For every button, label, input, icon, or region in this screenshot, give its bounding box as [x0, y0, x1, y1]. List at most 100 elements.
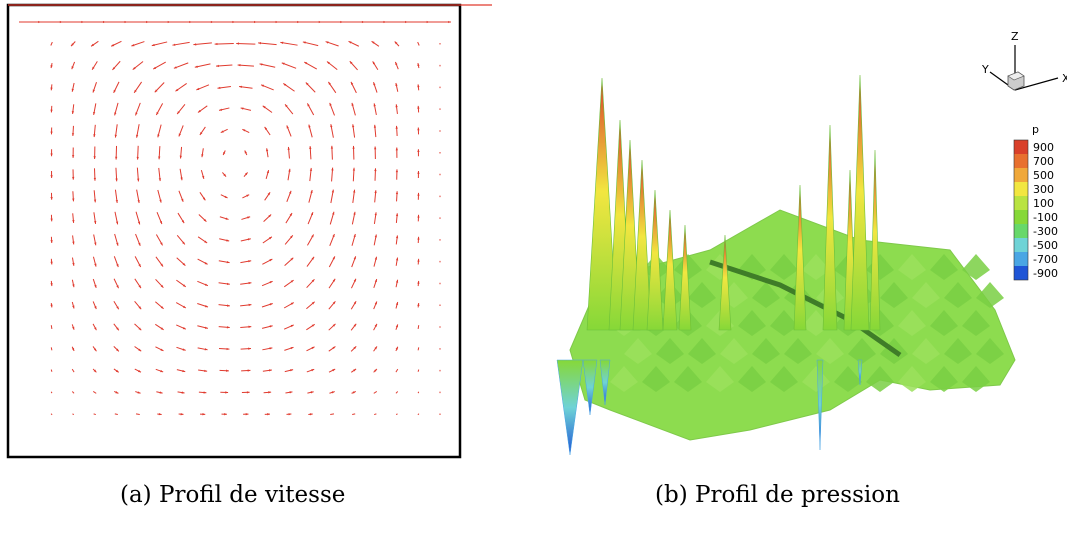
velocity-arrowhead: [181, 199, 183, 202]
velocity-arrowhead: [246, 413, 249, 415]
pressure-surface: [557, 75, 1015, 455]
velocity-arrowhead: [183, 348, 186, 350]
velocity-arrowhead: [72, 177, 74, 180]
velocity-arrowhead: [215, 43, 218, 45]
velocity-vector: [72, 414, 73, 415]
velocity-arrowhead: [248, 369, 251, 371]
velocity-vector: [396, 414, 397, 415]
legend-swatch: [1014, 182, 1028, 196]
legend-swatch: [1014, 154, 1028, 168]
velocity-profile-panel: [0, 0, 500, 470]
velocity-arrowhead: [205, 284, 208, 286]
velocity-arrowhead: [396, 169, 398, 172]
axis-x-label: X: [1062, 72, 1067, 85]
velocity-vector: [94, 414, 96, 415]
velocity-arrowhead: [225, 391, 228, 393]
velocity-arrowhead: [396, 148, 398, 151]
legend-label: -100: [1033, 211, 1058, 224]
velocity-vector: [418, 325, 419, 329]
velocity-arrowhead: [331, 146, 333, 149]
velocity-arrowhead: [202, 176, 204, 179]
velocity-arrowhead: [202, 413, 205, 415]
velocity-arrowhead: [332, 234, 334, 237]
pressure-profile-panel: Z Y X p 900 700 500 300 100 -100 -300 -500 -700-…: [530, 0, 1067, 470]
velocity-arrowhead: [326, 41, 329, 43]
velocity-vector: [51, 414, 52, 415]
velocity-arrowhead: [205, 305, 208, 307]
legend-swatch: [1014, 140, 1028, 154]
velocity-arrowhead: [181, 413, 184, 415]
velocity-arrowhead: [352, 103, 354, 106]
velocity-arrowhead: [158, 156, 160, 159]
legend-label: -900: [1033, 267, 1058, 280]
pressure-peak: [851, 75, 869, 330]
velocity-arrowhead: [115, 178, 117, 181]
vector-arrows: [19, 21, 451, 436]
velocity-arrowhead: [50, 240, 52, 243]
cavity-frame: [8, 5, 460, 457]
velocity-arrowhead: [138, 221, 140, 224]
velocity-arrowhead: [282, 63, 285, 65]
velocity-arrowhead: [135, 112, 137, 115]
velocity-arrowhead: [270, 303, 273, 305]
velocity-arrowhead: [179, 133, 181, 136]
velocity-arrowhead: [160, 221, 162, 224]
velocity-arrowhead: [114, 112, 116, 115]
velocity-arrowhead: [50, 110, 52, 113]
velocity-arrowhead: [396, 126, 398, 129]
velocity-arrowhead: [72, 155, 74, 158]
velocity-arrowhead: [227, 348, 230, 350]
legend-swatch: [1014, 238, 1028, 252]
velocity-vector: [418, 392, 419, 393]
velocity-arrowhead: [261, 85, 264, 87]
velocity-arrowhead: [396, 191, 398, 194]
velocity-arrowhead: [330, 103, 332, 106]
legend-label: -500: [1033, 239, 1058, 252]
pressure-valley: [557, 360, 583, 455]
velocity-vector: [374, 391, 377, 393]
velocity-arrowhead: [50, 262, 52, 265]
velocity-arrowhead: [116, 264, 118, 267]
velocity-vector: [396, 369, 398, 372]
velocity-vector: [51, 325, 52, 329]
caption-pressure: (b) Profil de pression: [655, 482, 900, 508]
velocity-arrowhead: [160, 370, 163, 372]
velocity-vector-field: [0, 0, 500, 470]
velocity-vector: [418, 414, 419, 415]
velocity-arrowhead: [137, 179, 139, 182]
velocity-arrowhead: [50, 219, 52, 222]
legend-label: -700: [1033, 253, 1058, 266]
legend-swatch: [1014, 210, 1028, 224]
caption-velocity: (a) Profil de vitesse: [120, 482, 345, 508]
pressure-peak: [870, 150, 880, 330]
velocity-arrowhead: [50, 197, 52, 200]
velocity-vector: [72, 369, 74, 372]
velocity-arrowhead: [311, 212, 313, 215]
velocity-vector: [193, 43, 211, 45]
velocity-arrowhead: [131, 44, 134, 46]
legend-label: -300: [1033, 225, 1058, 238]
legend-label: 500: [1033, 169, 1054, 182]
velocity-arrowhead: [417, 149, 419, 152]
velocity-vector: [93, 391, 96, 393]
velocity-vector: [330, 414, 334, 415]
velocity-arrowhead: [417, 193, 419, 196]
velocity-arrowhead: [94, 285, 96, 288]
legend-swatch: [1014, 224, 1028, 238]
axis-y-label: Y: [981, 63, 989, 76]
velocity-arrowhead: [138, 391, 141, 393]
velocity-arrowhead: [247, 391, 250, 393]
velocity-arrowhead: [448, 21, 451, 23]
velocity-arrowhead: [287, 125, 289, 128]
orientation-axes-icon: Z Y X: [981, 30, 1067, 90]
velocity-arrowhead: [72, 327, 74, 330]
velocity-vector: [51, 42, 53, 45]
velocity-arrowhead: [353, 168, 355, 171]
legend-title: p: [1032, 123, 1039, 136]
legend-swatch: [1014, 196, 1028, 210]
velocity-vector: [418, 347, 419, 350]
velocity-arrowhead: [373, 82, 375, 85]
velocity-arrowhead: [116, 243, 118, 246]
velocity-arrowhead: [270, 281, 273, 283]
velocity-arrowhead: [417, 171, 419, 174]
